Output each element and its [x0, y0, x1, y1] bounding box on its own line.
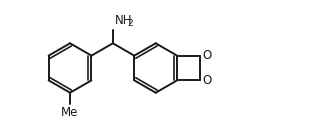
Text: 2: 2 [127, 19, 133, 29]
Text: Me: Me [61, 106, 79, 119]
Text: NH: NH [114, 14, 132, 27]
Text: O: O [202, 49, 211, 62]
Text: O: O [202, 74, 211, 87]
